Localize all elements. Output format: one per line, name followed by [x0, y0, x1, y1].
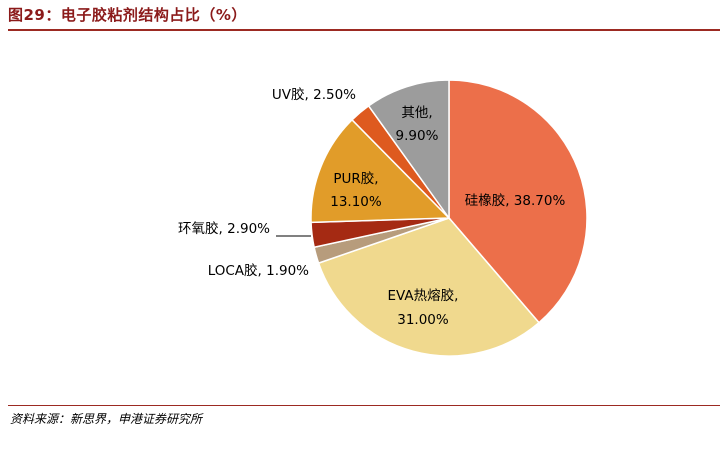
- pie-slice-2: [317, 217, 541, 357]
- slice-label-5: PUR胶, 13.10%: [330, 170, 382, 210]
- source-note: 资料来源：新思界，申港证券研究所: [10, 412, 203, 426]
- slice-label-3: LOCA胶, 1.90%: [208, 262, 309, 279]
- pie-slice-1: [448, 79, 588, 324]
- pie-chart: 硅橡胶, 38.70% EVA热熔胶, 31.00% LOCA胶, 1.90% 环氧胶,…: [178, 79, 588, 357]
- source-divider: [8, 405, 720, 406]
- slice-label-4: 环氧胶, 2.90%: [178, 220, 270, 237]
- title-divider: [8, 29, 720, 31]
- slice-label-7: 其他, 9.90%: [396, 105, 439, 144]
- figure-title: 图29：电子胶粘剂结构占比（%）: [8, 6, 247, 24]
- slice-label-6: UV胶, 2.50%: [272, 86, 356, 103]
- slice-label-1: 硅橡胶, 38.70%: [465, 192, 566, 209]
- slice-label-2: EVA热熔胶, 31.00%: [388, 287, 459, 328]
- pie-slice-5: [310, 118, 451, 224]
- pie-slice-7: [367, 79, 450, 221]
